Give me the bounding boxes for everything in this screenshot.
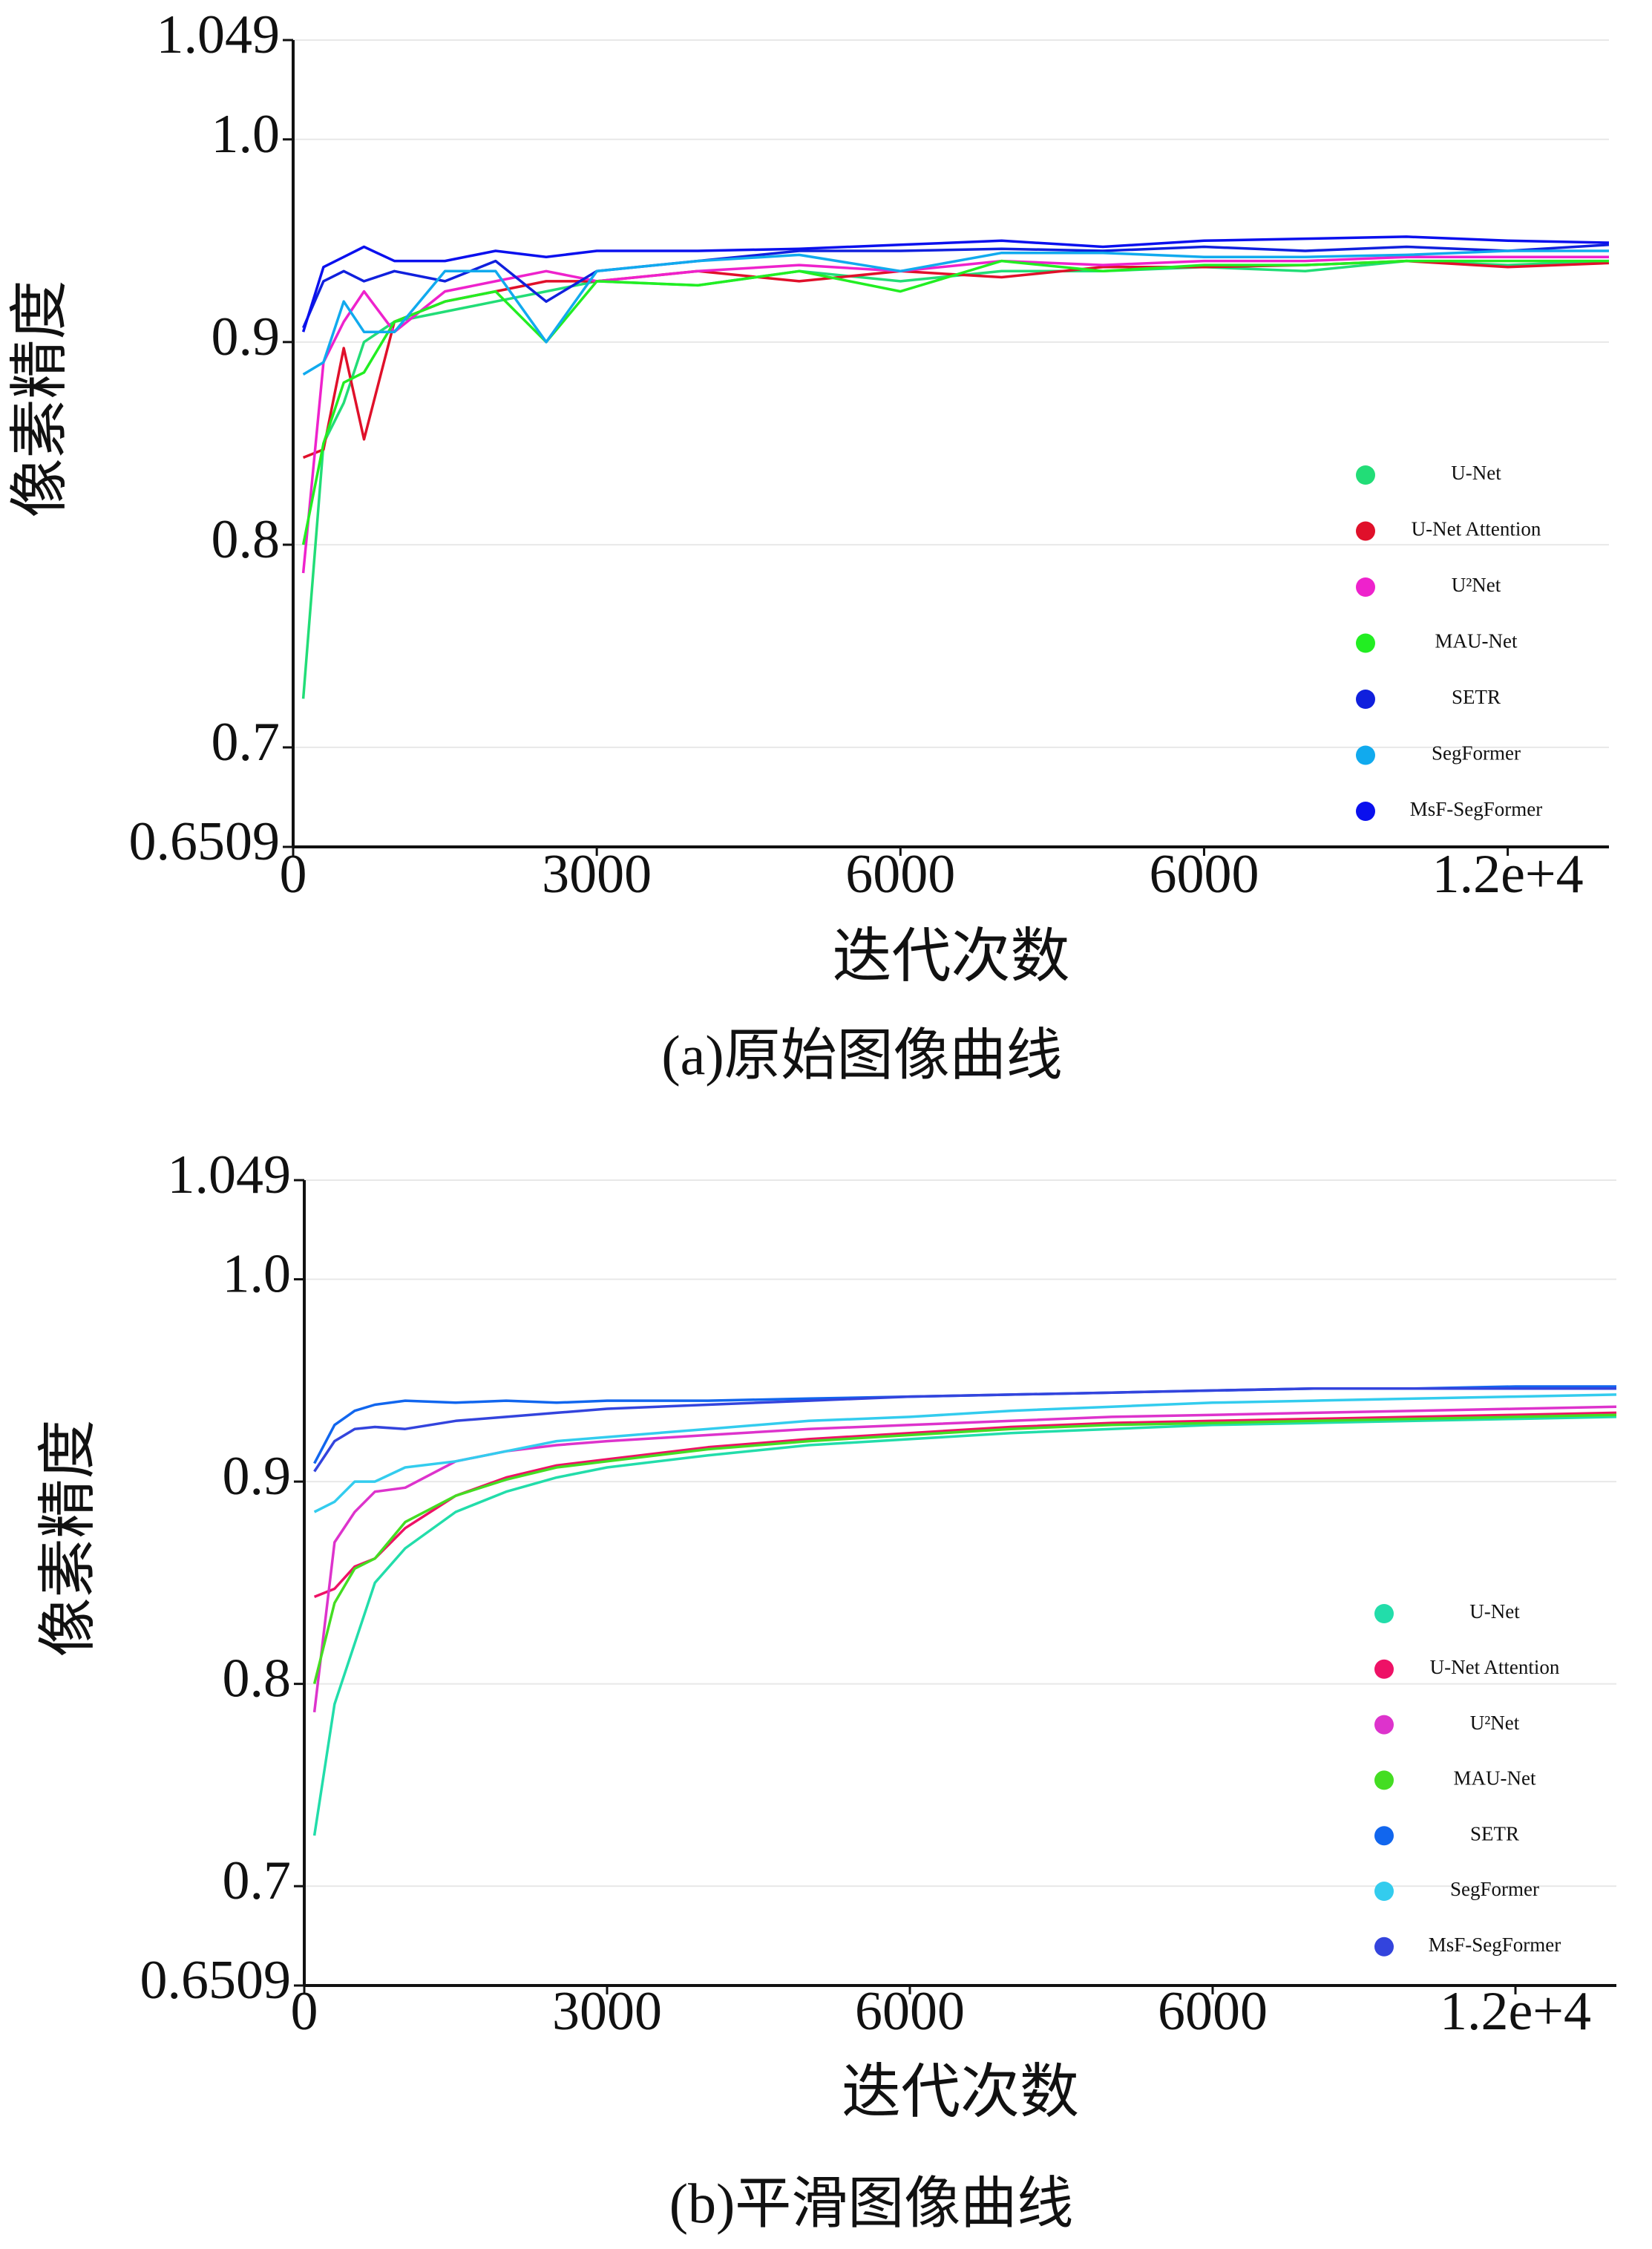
y-axis-label: 像素精度 <box>36 1420 101 1657</box>
legend-label: SegFormer <box>1450 1878 1539 1900</box>
series-line <box>313 1393 1617 1513</box>
legend-marker <box>1374 1882 1394 1901</box>
series-line <box>312 1405 1617 1713</box>
x-axis-label: 迭代次数 <box>833 924 1070 989</box>
legend-label: SETR <box>1452 686 1501 708</box>
legend-label: MAU-Net <box>1454 1767 1536 1790</box>
legend-label: U-Net Attention <box>1412 518 1541 540</box>
chart-caption: (b)平滑图像曲线 <box>669 2173 1074 2235</box>
legend-marker <box>1374 1659 1394 1679</box>
legend-marker <box>1374 1937 1394 1957</box>
y-tick-label: 0.9 <box>212 307 281 367</box>
x-tick-label: 6000 <box>845 844 955 905</box>
y-tick-label: 0.8 <box>223 1649 292 1709</box>
y-tick-label: 1.0 <box>212 104 281 165</box>
legend-marker <box>1356 690 1375 709</box>
x-tick-label: 3000 <box>542 844 652 905</box>
x-tick-label: 0 <box>280 844 307 905</box>
x-tick-label: 6000 <box>1158 1981 1268 2042</box>
series-line <box>301 259 1609 546</box>
series-line <box>302 249 1609 376</box>
y-axis-label: 像素精度 <box>7 281 73 518</box>
legend-label: SegFormer <box>1432 742 1521 765</box>
chart-caption: (a)原始图像曲线 <box>661 1024 1062 1087</box>
x-tick-label: 6000 <box>855 1981 965 2042</box>
legend-marker <box>1374 1770 1394 1790</box>
y-tick-label: 0.9 <box>223 1446 292 1507</box>
y-tick-label: 1.0 <box>223 1244 292 1305</box>
series-line <box>301 235 1610 333</box>
legend-label: MsF-SegFormer <box>1429 1934 1561 1956</box>
x-tick-label: 3000 <box>552 1981 662 2042</box>
x-tick-label: 1.2e+4 <box>1432 844 1584 905</box>
legend-marker <box>1356 802 1375 821</box>
legend-marker <box>1374 1715 1394 1735</box>
legend-label: SETR <box>1470 1822 1519 1844</box>
legend-marker <box>1356 577 1375 597</box>
y-tick-label: 0.8 <box>212 509 281 570</box>
legend-marker <box>1374 1604 1394 1623</box>
series-line <box>312 1415 1617 1836</box>
y-tick-label: 0.6509 <box>129 811 281 872</box>
legend-label: U-Net Attention <box>1430 1656 1560 1678</box>
series-line <box>301 259 1610 699</box>
legend-label: MsF-SegFormer <box>1410 798 1543 820</box>
legend-label: U-Net <box>1451 462 1501 484</box>
legend-marker <box>1356 521 1375 541</box>
y-tick-label: 0.7 <box>212 712 281 773</box>
legend-marker <box>1374 1826 1394 1846</box>
x-axis-label: 迭代次数 <box>842 2060 1079 2125</box>
x-tick-label: 1.2e+4 <box>1440 1981 1591 2042</box>
legend-label: U²Net <box>1452 574 1501 596</box>
series-line <box>302 259 1610 459</box>
y-tick-label: 0.6509 <box>140 1950 292 2011</box>
series-line <box>313 1387 1616 1473</box>
series-line <box>313 1411 1617 1599</box>
legend-label: U-Net <box>1469 1600 1520 1623</box>
y-tick-label: 1.049 <box>157 4 281 65</box>
x-tick-label: 6000 <box>1149 844 1259 905</box>
legend-label: U²Net <box>1470 1712 1520 1734</box>
legend-marker <box>1356 745 1375 765</box>
x-tick-label: 0 <box>291 1981 318 2042</box>
legend-marker <box>1356 633 1375 653</box>
legend-marker <box>1356 465 1375 485</box>
y-tick-label: 1.049 <box>168 1145 292 1205</box>
series-line <box>301 255 1609 574</box>
series-line <box>312 1413 1617 1685</box>
legend-label: MAU-Net <box>1435 630 1518 652</box>
y-tick-label: 0.7 <box>223 1850 292 1911</box>
